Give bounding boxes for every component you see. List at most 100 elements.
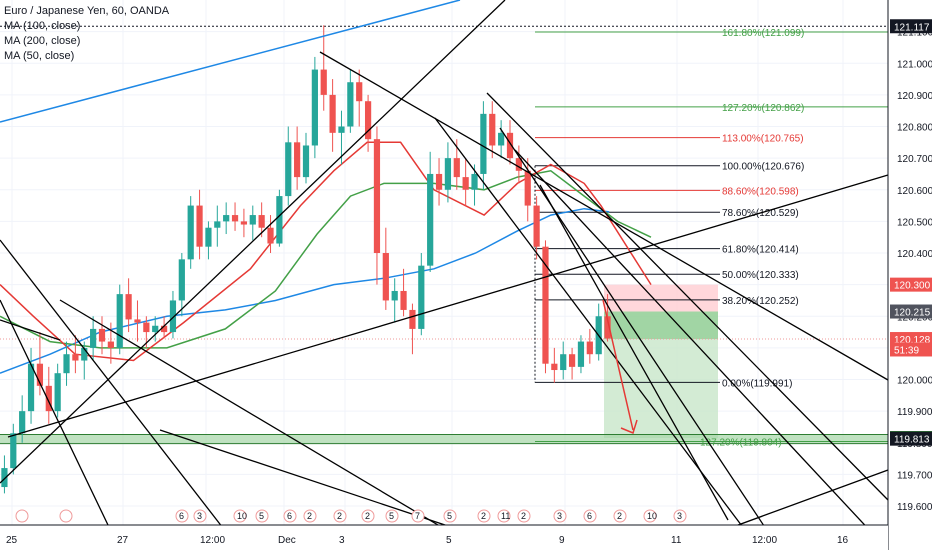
candle-body xyxy=(45,385,52,412)
event-marker xyxy=(361,509,375,523)
candle-body xyxy=(205,227,212,247)
event-marker xyxy=(333,509,347,523)
x-tick-label: 12:00 xyxy=(200,535,225,546)
price-label-box xyxy=(890,19,932,34)
y-tick-label: 120.500 xyxy=(897,217,932,228)
y-tick-label: 120.000 xyxy=(897,376,932,387)
candle-body xyxy=(134,319,141,323)
price-label-box xyxy=(890,342,932,357)
trendline xyxy=(499,127,781,551)
event-marker xyxy=(613,509,627,523)
ma-50-line xyxy=(0,141,652,362)
candle-body xyxy=(196,205,203,247)
candle-body xyxy=(187,205,194,260)
price-label-box xyxy=(890,431,932,446)
candle-body xyxy=(169,300,177,333)
candle-body xyxy=(391,290,398,301)
candle-body xyxy=(240,221,248,225)
candle-body xyxy=(223,215,230,222)
indicator-ma50[interactable]: MA (50, close) xyxy=(4,50,75,62)
fib-level-label: 78.60%(120.529) xyxy=(722,208,799,219)
candle-body xyxy=(107,341,114,348)
candle-body xyxy=(498,132,505,146)
fib-level-label: 161.80%(121.099) xyxy=(722,28,804,39)
candle-body xyxy=(551,363,558,371)
indicator-ma200[interactable]: MA (200, close) xyxy=(4,35,81,47)
indicator-ma100[interactable]: MA (100, close) xyxy=(4,20,81,32)
candle-body xyxy=(90,328,97,348)
profit-partial-zone xyxy=(604,311,718,340)
trendline xyxy=(0,0,506,484)
candle-body xyxy=(480,113,487,174)
candle-body xyxy=(338,126,345,133)
x-tick-label: 5 xyxy=(446,535,452,546)
candle-body xyxy=(320,69,327,95)
x-tick-label: 27 xyxy=(117,535,129,546)
candle-body xyxy=(258,215,265,228)
candle-body xyxy=(116,294,123,348)
event-marker-label: 10 xyxy=(647,511,657,521)
candle-body xyxy=(577,341,585,367)
event-marker-label: 2 xyxy=(521,511,526,521)
candle-body xyxy=(152,325,159,333)
candle-body xyxy=(160,325,168,333)
candle-body xyxy=(214,221,221,228)
event-marker xyxy=(673,509,687,523)
x-tick-label: 3 xyxy=(339,535,345,546)
event-marker-label: 2 xyxy=(617,511,622,521)
candle-body xyxy=(435,173,443,190)
x-tick-label: Dec xyxy=(278,535,296,546)
candle-body xyxy=(10,433,17,469)
forecast-arrowhead xyxy=(620,419,638,435)
fib-level-label: 38.20%(120.252) xyxy=(722,296,799,307)
candle-body xyxy=(54,373,61,412)
candle-body xyxy=(418,265,425,329)
trendline xyxy=(539,184,729,521)
upper-channel-line xyxy=(0,0,461,123)
event-marker-label: 5 xyxy=(259,511,264,521)
candle-body xyxy=(444,158,452,190)
candle-body xyxy=(276,196,283,244)
event-marker-label: 2 xyxy=(365,511,370,521)
x-tick-label: 11 xyxy=(671,535,682,546)
event-marker-label: 6 xyxy=(287,511,292,521)
y-tick-label: 120.600 xyxy=(897,186,932,197)
event-marker-label: 2 xyxy=(337,511,342,521)
event-marker-label: 2 xyxy=(307,511,312,521)
time-axis xyxy=(0,525,888,550)
candle-body xyxy=(356,82,363,102)
candle-body xyxy=(427,173,434,266)
event-marker-label: 5 xyxy=(389,511,394,521)
event-marker xyxy=(15,509,29,523)
event-marker-label: 3 xyxy=(557,511,562,521)
event-marker xyxy=(411,509,425,523)
candle-body xyxy=(143,322,150,333)
event-marker xyxy=(553,509,567,523)
event-marker xyxy=(233,509,247,523)
candle-body xyxy=(178,259,185,301)
candle-body xyxy=(364,101,372,140)
candle-body xyxy=(72,354,79,361)
y-tick-label: 120.800 xyxy=(897,123,932,134)
trendline xyxy=(0,299,121,551)
candle-body xyxy=(81,347,88,361)
x-tick-label: 9 xyxy=(559,535,565,546)
candle-body xyxy=(568,354,576,367)
x-tick-label: 12:00 xyxy=(752,535,777,546)
symbol-title[interactable]: Euro / Japanese Yen, 60, OANDA xyxy=(4,5,170,17)
price-label: 121.117 xyxy=(894,22,930,33)
y-tick-label: 120.400 xyxy=(897,249,932,260)
fib-level-label: 113.00%(120.765) xyxy=(722,134,804,145)
fib-level-label: 0.00%(119.991) xyxy=(722,378,792,389)
candle-body xyxy=(27,363,35,412)
event-marker-label: 2 xyxy=(481,511,486,521)
trendline xyxy=(0,319,61,341)
event-marker xyxy=(175,509,189,523)
candle-body xyxy=(515,158,522,171)
candle-body xyxy=(285,142,292,197)
price-label: 120.300 xyxy=(894,281,931,292)
candle-body xyxy=(98,328,106,342)
price-label-box xyxy=(890,277,932,292)
